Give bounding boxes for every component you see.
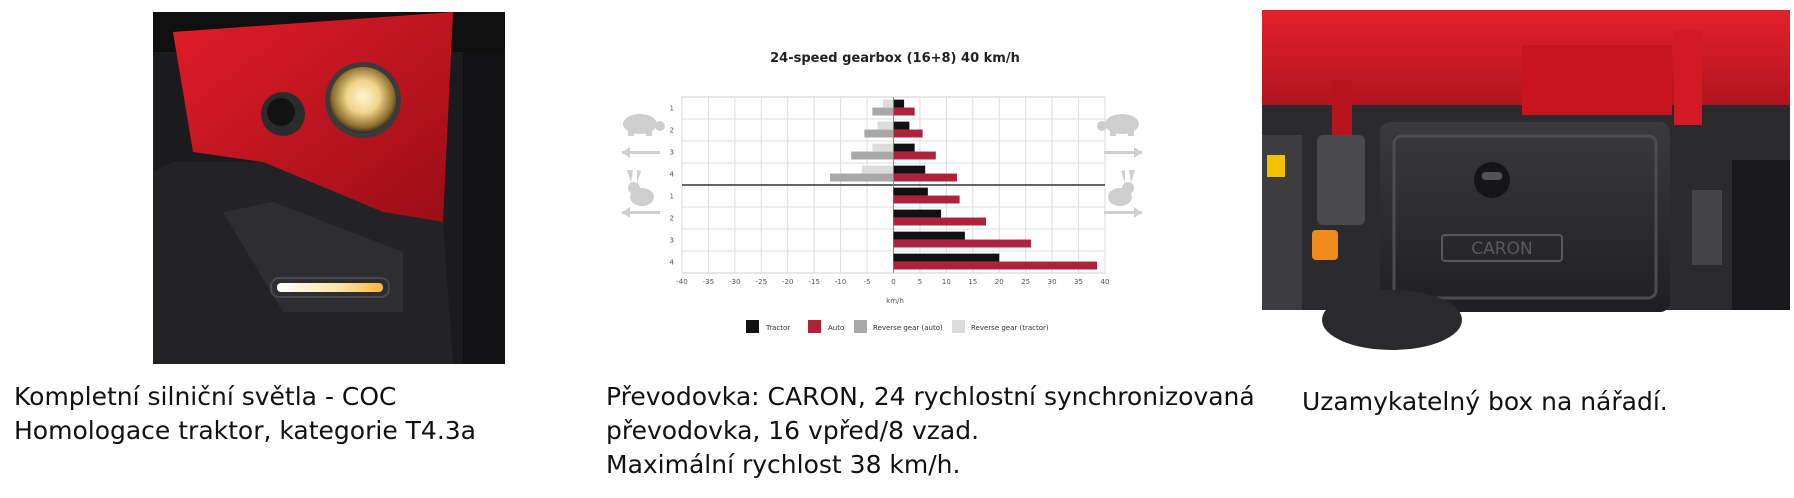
bar-reverse-tractor bbox=[882, 99, 894, 108]
bar-tractor bbox=[893, 231, 965, 240]
bar-tractor bbox=[893, 143, 915, 152]
y-tick-label: 3 bbox=[670, 237, 674, 245]
bar-reverse-tractor bbox=[872, 143, 894, 152]
legend-swatch-reverse-tractor bbox=[952, 320, 965, 333]
bar-tractor bbox=[893, 253, 1000, 262]
bar-reverse-tractor bbox=[877, 121, 894, 130]
x-tick-label: 25 bbox=[1021, 278, 1030, 286]
tool-box-illustration: CARON bbox=[1262, 10, 1790, 362]
x-tick-label: 30 bbox=[1048, 278, 1057, 286]
caption-line: Uzamykatelný box na nářadí. bbox=[1302, 387, 1668, 416]
legend-label-tractor: Tractor bbox=[765, 324, 790, 332]
x-tick-label: -35 bbox=[703, 278, 714, 286]
bar-auto bbox=[893, 261, 1098, 270]
x-tick-label: 5 bbox=[918, 278, 922, 286]
legend-label-auto: Auto bbox=[828, 324, 844, 332]
caption-line: Maximální rychlost 38 km/h. bbox=[606, 450, 961, 479]
hare-icon-right bbox=[1104, 170, 1142, 218]
x-tick-label: 0 bbox=[891, 278, 895, 286]
bar-tractor bbox=[893, 209, 942, 218]
tortoise-icon bbox=[622, 114, 665, 158]
y-tick-label: 4 bbox=[670, 171, 675, 179]
y-tick-label: 1 bbox=[670, 105, 674, 113]
x-tick-label: 15 bbox=[968, 278, 977, 286]
bar-tractor bbox=[893, 187, 928, 196]
bar-reverse-auto bbox=[851, 151, 894, 160]
x-tick-label: 35 bbox=[1074, 278, 1083, 286]
hare-icon bbox=[622, 170, 660, 218]
legend-swatch-auto bbox=[808, 320, 821, 333]
bar-tractor bbox=[893, 121, 910, 130]
bar-reverse-tractor bbox=[861, 165, 894, 174]
legend-label-reverse-auto: Reverse gear (auto) bbox=[873, 324, 943, 332]
bar-auto bbox=[893, 173, 957, 182]
bar-auto bbox=[893, 129, 923, 138]
svg-text:CARON: CARON bbox=[1471, 239, 1532, 259]
bar-reverse-auto bbox=[830, 173, 894, 182]
y-tick-label: 3 bbox=[670, 149, 674, 157]
x-axis-label: km/h bbox=[886, 297, 904, 305]
caption-line: Převodovka: CARON, 24 rychlostní synchro… bbox=[606, 382, 1255, 411]
legend-label-reverse-tractor: Reverse gear (tractor) bbox=[971, 324, 1049, 332]
x-tick-labels: -40 -35 -30 -25 -20 -15 -10 -5 0 5 10 15 20 25 30 35 40 bbox=[676, 278, 1109, 286]
x-tick-label: -15 bbox=[808, 278, 819, 286]
bar-auto bbox=[893, 217, 987, 226]
x-tick-label: -10 bbox=[835, 278, 846, 286]
y-tick-label: 2 bbox=[670, 215, 674, 223]
caption-line: Homologace traktor, kategorie T4.3a bbox=[14, 416, 476, 445]
x-tick-label: 40 bbox=[1101, 278, 1110, 286]
caption-road-lights: Kompletní silniční světla - COC Homologa… bbox=[14, 380, 476, 448]
caption-tool-box: Uzamykatelný box na nářadí. bbox=[1302, 385, 1668, 419]
y-tick-label: 1 bbox=[670, 193, 674, 201]
bar-auto bbox=[893, 195, 960, 204]
caption-line: Kompletní silniční světla - COC bbox=[14, 382, 397, 411]
gearbox-chart-svg: 24-speed gearbox (16+8) 40 km/h 1 2 3 4 1 2 3 4… bbox=[622, 51, 1142, 333]
legend-swatch-tractor bbox=[746, 320, 759, 333]
x-tick-label: -40 bbox=[676, 278, 687, 286]
x-tick-label: -20 bbox=[782, 278, 793, 286]
bar-auto bbox=[893, 239, 1031, 248]
y-tick-label: 2 bbox=[670, 127, 674, 135]
x-tick-label: 20 bbox=[995, 278, 1004, 286]
legend-swatch-reverse-auto bbox=[854, 320, 867, 333]
bar-reverse-auto bbox=[872, 107, 894, 116]
y-tick-label: 4 bbox=[670, 259, 675, 267]
lockable-tool-box-photo: CARON bbox=[1262, 10, 1790, 362]
chart-bars bbox=[830, 99, 1098, 270]
bar-tractor bbox=[893, 165, 926, 174]
tractor-front-lights-photo bbox=[153, 12, 505, 364]
bar-reverse-auto bbox=[864, 129, 894, 138]
bar-auto bbox=[893, 151, 936, 160]
x-tick-label: -5 bbox=[864, 278, 871, 286]
tractor-lights-illustration bbox=[153, 12, 505, 364]
tortoise-icon-right bbox=[1097, 114, 1142, 158]
chart-legend: Tractor Auto Reverse gear (auto) Reverse… bbox=[746, 320, 1049, 333]
chart-title: 24-speed gearbox (16+8) 40 km/h bbox=[770, 51, 1020, 66]
gearbox-speed-chart: 24-speed gearbox (16+8) 40 km/h 1 2 3 4 1 2 3 4… bbox=[600, 20, 1180, 350]
x-tick-label: -25 bbox=[756, 278, 767, 286]
x-tick-label: 10 bbox=[942, 278, 951, 286]
y-tick-labels: 1 2 3 4 1 2 3 4 bbox=[670, 105, 675, 267]
bar-auto bbox=[893, 107, 915, 116]
caption-gearbox: Převodovka: CARON, 24 rychlostní synchro… bbox=[606, 380, 1255, 482]
caption-line: převodovka, 16 vpřed/8 vzad. bbox=[606, 416, 980, 445]
x-tick-label: -30 bbox=[729, 278, 740, 286]
bar-tractor bbox=[893, 99, 905, 108]
